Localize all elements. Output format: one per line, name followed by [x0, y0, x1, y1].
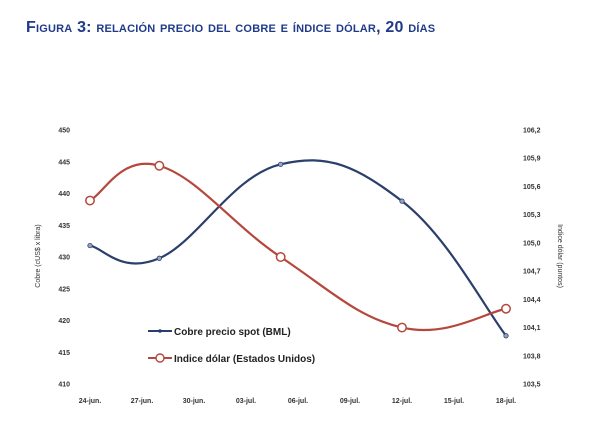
- left-tick-label: 450: [58, 128, 70, 135]
- right-tick-label: 103,5: [523, 382, 541, 389]
- x-tick-label: 06-jul.: [288, 398, 308, 405]
- x-tick-label: 27-jun.: [131, 398, 154, 405]
- series-point-1: [501, 303, 511, 314]
- left-tick-label: 430: [58, 255, 70, 262]
- left-tick-label: 415: [58, 350, 70, 357]
- right-tick-label: 105,9: [523, 156, 541, 163]
- right-tick-label: 105,6: [523, 184, 541, 191]
- series-point-1: [397, 322, 407, 333]
- right-tick-label: 105,3: [523, 212, 541, 219]
- x-tick-label: 24-jun.: [79, 398, 102, 405]
- series-point-1: [85, 195, 95, 206]
- right-tick-label: 105,0: [523, 240, 541, 247]
- right-tick-label: 104,4: [523, 297, 541, 304]
- right-tick-label: 103,8: [523, 353, 541, 360]
- x-tick-label: 18-jul.: [496, 398, 516, 405]
- series-point-0: [87, 242, 93, 249]
- left-tick-label: 445: [58, 159, 70, 166]
- left-tick-label: 410: [58, 382, 70, 389]
- right-tick-label: 106,2: [523, 128, 541, 135]
- legend-marker-dollar: [155, 353, 165, 363]
- figure-title: Figura 3: relación precio del cobre e ín…: [26, 19, 436, 36]
- series-line-0: [89, 159, 507, 337]
- right-tick-label: 104,7: [523, 269, 541, 276]
- series-point-0: [278, 161, 284, 167]
- legend: Cobre precio spot (BML) Indice dólar (Es…: [148, 327, 315, 365]
- right-axis-ticks: 106,2 105,9 105,6 105,3 105,0 104,7 104,4 104,1…: [523, 128, 541, 389]
- legend-text-dollar: Indice dólar (Estados Unidos): [174, 354, 315, 365]
- legend-marker-copper: [158, 329, 162, 333]
- x-axis-ticks: 24-jun. 27-jun. 30-jun. 03-jul. 06-jul. 09-ju…: [79, 398, 516, 405]
- left-tick-label: 440: [58, 191, 70, 198]
- series-point-0: [156, 255, 162, 261]
- right-axis-label: Indice dólar (puntos): [556, 224, 563, 288]
- series-point-1: [275, 252, 286, 262]
- left-tick-label: 435: [58, 223, 70, 230]
- x-tick-label: 15-jul.: [444, 398, 464, 405]
- right-tick-label: 104,1: [523, 325, 541, 332]
- series-layer: [85, 159, 511, 339]
- left-axis-label: Cobre (cUS$ x libra): [35, 224, 42, 287]
- x-tick-label: 12-jul.: [392, 398, 412, 405]
- series-point-1: [154, 160, 165, 171]
- left-tick-label: 425: [58, 286, 70, 293]
- left-tick-label: 420: [58, 318, 70, 325]
- x-tick-label: 09-jul.: [340, 398, 360, 405]
- x-tick-label: 03-jul.: [236, 398, 256, 405]
- x-tick-label: 30-jun.: [183, 398, 206, 405]
- series-point-0: [503, 333, 509, 339]
- left-axis-ticks: 450 445 440 435 430 425 420 415 410: [58, 128, 70, 389]
- series-point-0: [399, 198, 405, 204]
- legend-text-copper: Cobre precio spot (BML): [174, 327, 291, 338]
- series-line-1: [89, 162, 507, 332]
